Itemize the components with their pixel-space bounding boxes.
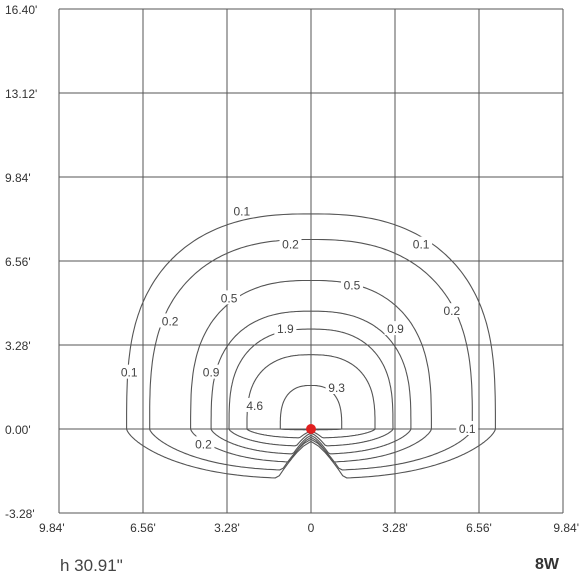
contour-label-bg xyxy=(243,397,266,412)
contour-label: 0.1 xyxy=(121,366,138,380)
y-tick-label: 13.12' xyxy=(5,87,37,101)
contour-labels: 0.1 0.1 0.1 0.1 0.2 0.2 0.2 0.2 0.5 0.5 0.9 0.9 1.9 4… xyxy=(118,203,479,451)
contour-label-bg xyxy=(456,421,479,435)
contour-label: 0.9 xyxy=(387,322,404,336)
contour-label-bg xyxy=(118,364,141,379)
contour-0.2 xyxy=(149,238,473,471)
y-tick-label: 6.56' xyxy=(5,255,31,269)
contour-label: 0.2 xyxy=(195,437,212,451)
contour-label-bg xyxy=(230,203,253,218)
x-tick-label: 3.28' xyxy=(214,521,240,535)
x-tick-label: 9.84' xyxy=(553,521,579,535)
x-tick-label: 3.28' xyxy=(382,521,408,535)
light-source xyxy=(306,424,316,434)
contour-label: 0.1 xyxy=(234,204,251,218)
contour-label-bg xyxy=(218,290,241,305)
y-tick-label: 16.40' xyxy=(5,3,37,17)
contour-label: 0.1 xyxy=(459,422,476,436)
contour-4.6 xyxy=(246,354,376,439)
y-tick-label: 9.84' xyxy=(5,171,31,185)
contour-label: 0.5 xyxy=(221,291,238,305)
y-tick-label: -3.28' xyxy=(5,507,35,521)
y-axis-ticks: 16.40' 13.12' 9.84' 6.56' 3.28' 0.00' -3.28' xyxy=(5,3,37,521)
x-tick-label: 6.56' xyxy=(130,521,156,535)
contour-0.9 xyxy=(210,310,412,455)
contour-label: 1.9 xyxy=(277,322,294,336)
contour-label: 0.2 xyxy=(444,304,461,318)
contour-label: 4.6 xyxy=(246,399,263,413)
contour-label-bg xyxy=(200,364,223,379)
contour-label: 0.2 xyxy=(162,314,179,328)
contour-label-bg xyxy=(384,321,407,336)
contour-label: 0.5 xyxy=(344,279,361,293)
x-axis-ticks: 9.84' 6.56' 3.28' 0 3.28' 6.56' 9.84' xyxy=(39,521,579,535)
contour-0.1 xyxy=(126,213,496,479)
contour-label-bg xyxy=(159,313,182,328)
contour-label-bg xyxy=(410,236,433,251)
contour-label: 0.9 xyxy=(203,366,220,380)
mounting-height-label: h 30.91" xyxy=(60,556,123,575)
contour-1.9 xyxy=(228,328,394,447)
y-tick-label: 0.00' xyxy=(5,423,31,437)
contour-label-bg xyxy=(440,303,463,318)
contour-label: 9.3 xyxy=(328,381,345,395)
x-tick-label: 0 xyxy=(308,521,315,535)
source-dot xyxy=(306,424,316,434)
x-tick-label: 6.56' xyxy=(466,521,492,535)
contour-label-bg xyxy=(325,380,348,395)
contour-label-bg xyxy=(279,236,302,251)
x-tick-label: 9.84' xyxy=(39,521,65,535)
contour-label-bg xyxy=(274,321,297,336)
contour-label: 0.1 xyxy=(413,238,430,252)
y-tick-label: 3.28' xyxy=(5,339,31,353)
contour-label-bg xyxy=(192,436,215,451)
contour-label: 0.2 xyxy=(282,238,299,252)
contour-label-bg xyxy=(340,277,363,292)
contour-0.5 xyxy=(190,279,432,463)
wattage-label: 8W xyxy=(535,556,559,573)
